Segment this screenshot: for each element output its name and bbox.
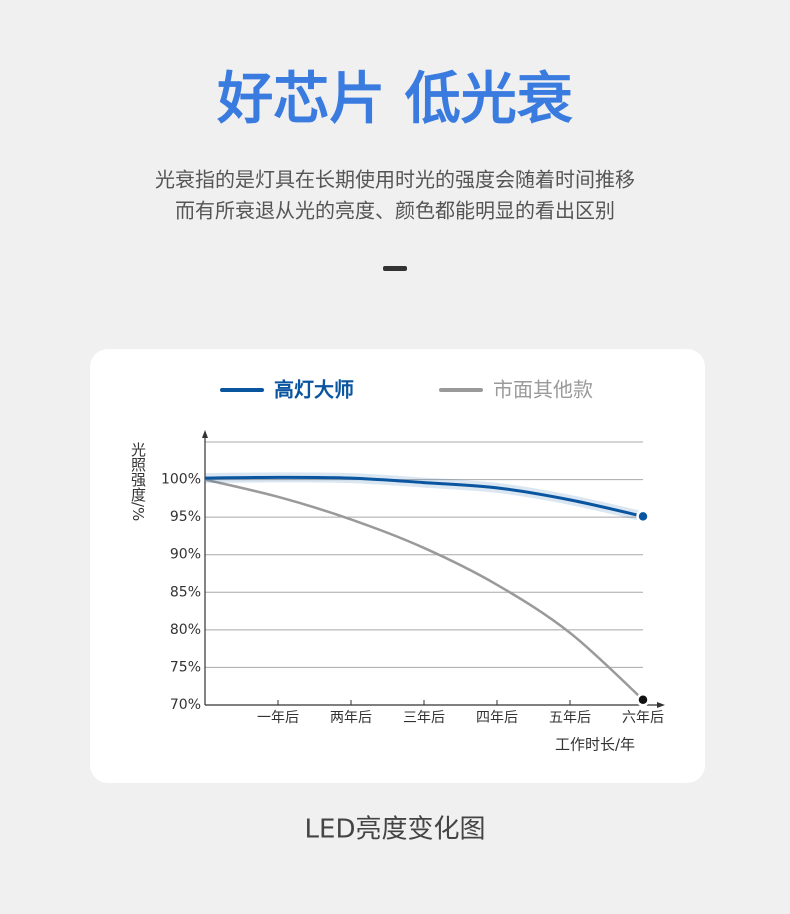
- headline: 好芯片 低光衰: [216, 67, 573, 132]
- y-tick-label: 95%: [170, 509, 201, 525]
- x-tick-label: 四年后: [476, 710, 518, 726]
- card: [90, 349, 705, 783]
- subtitle: 光衰指的是灯具在长期使用时光的强度会随着时间推移: [155, 168, 635, 192]
- y-axis-arrow: [202, 430, 208, 438]
- line: [204, 478, 644, 701]
- legend-label: 高灯大师: [274, 378, 354, 402]
- y-tick-label: 100%: [161, 472, 201, 488]
- line: [204, 475, 644, 518]
- x-tick-label: 六年后: [622, 710, 664, 726]
- x-tick-label: 三年后: [403, 710, 445, 726]
- chart: 70% 75% 80% 85% 90% 95% 100% 一年后 两年后 三年后 四年后 五年后 六年后…: [129, 378, 665, 754]
- x-axis-arrow: [657, 702, 665, 708]
- y-tick-label: 90%: [170, 547, 201, 563]
- subtitle: 而有所衰退从光的亮度、颜色都能明显的看出区别: [175, 199, 615, 223]
- y-axis-label: 光照强度/%: [129, 442, 147, 521]
- y-tick-label: 80%: [170, 622, 201, 638]
- end-point: [636, 692, 650, 707]
- divider: [383, 266, 407, 271]
- y-tick-label: 70%: [170, 697, 201, 713]
- legend-label: 市面其他款: [493, 378, 593, 402]
- y-tick-label: 75%: [170, 659, 201, 675]
- y-tick-label: 85%: [170, 584, 201, 600]
- end-point: [636, 509, 650, 524]
- x-tick-label: 五年后: [549, 710, 591, 726]
- x-tick-label: 两年后: [330, 710, 372, 726]
- x-tick-label: 一年后: [257, 710, 299, 726]
- x-axis-label: 工作时长/年: [555, 736, 635, 754]
- caption: LED亮度变化图: [305, 815, 486, 845]
